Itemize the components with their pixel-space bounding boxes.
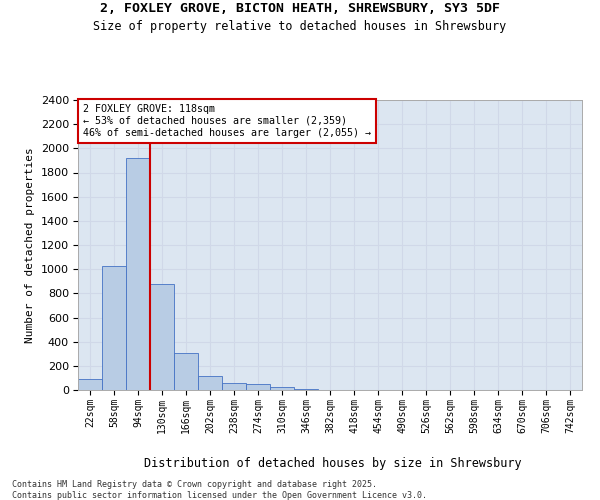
Y-axis label: Number of detached properties: Number of detached properties (25, 147, 35, 343)
Bar (78, 379, 102, 390)
Bar (126, 158, 150, 390)
Bar (246, 384, 270, 390)
Bar (294, 389, 318, 390)
Bar (270, 387, 294, 390)
Text: Distribution of detached houses by size in Shrewsbury: Distribution of detached houses by size … (144, 458, 522, 470)
Text: 2, FOXLEY GROVE, BICTON HEATH, SHREWSBURY, SY3 5DF: 2, FOXLEY GROVE, BICTON HEATH, SHREWSBUR… (100, 2, 500, 16)
Bar (222, 384, 246, 390)
Bar (174, 352, 198, 390)
Text: Contains HM Land Registry data © Crown copyright and database right 2025.
Contai: Contains HM Land Registry data © Crown c… (12, 480, 427, 500)
Bar (150, 284, 174, 390)
Text: Size of property relative to detached houses in Shrewsbury: Size of property relative to detached ho… (94, 20, 506, 33)
Text: 2 FOXLEY GROVE: 118sqm
← 53% of detached houses are smaller (2,359)
46% of semi-: 2 FOXLEY GROVE: 118sqm ← 53% of detached… (83, 104, 371, 138)
Bar (198, 376, 222, 390)
Bar (102, 266, 126, 390)
